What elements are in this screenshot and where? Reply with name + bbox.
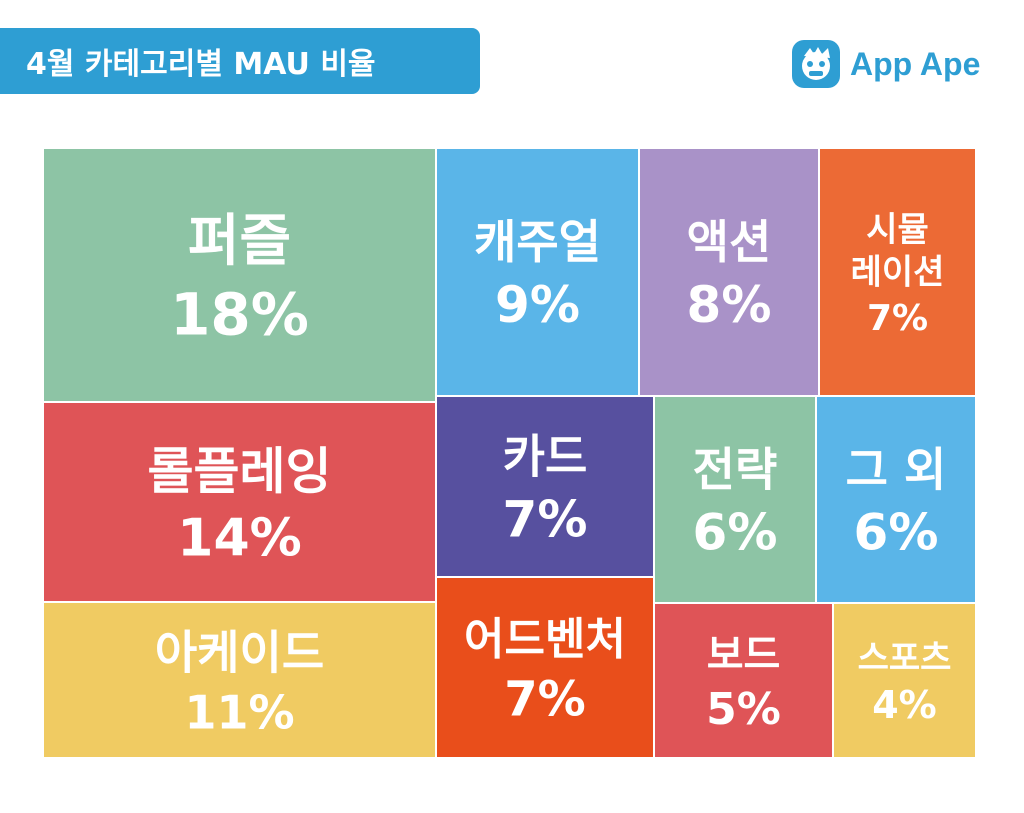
treemap-rect [435, 576, 655, 759]
category-value: 6% [693, 504, 778, 562]
category-label: 그 외 [846, 443, 947, 497]
treemap-cell-4: 캐주얼 9% [435, 147, 640, 397]
treemap-rect [638, 147, 820, 397]
treemap-cell-10: 어드벤처 7% [435, 576, 655, 759]
category-value: 9% [495, 276, 580, 334]
treemap-rect [42, 601, 437, 759]
treemap-rect [435, 395, 655, 578]
category-value: 5% [706, 684, 781, 735]
category-label: 캐주얼 [474, 215, 601, 269]
treemap-rect [435, 147, 640, 397]
treemap-cell-9: 그 외 6% [815, 395, 977, 604]
category-label: 아케이드 [155, 626, 324, 680]
treemap-cell-1: 퍼즐 18% [42, 147, 437, 403]
category-value: 7% [503, 491, 588, 549]
treemap-rect [653, 602, 834, 759]
treemap-cell-11: 보드 5% [653, 602, 834, 759]
treemap-cell-5: 액션 8% [638, 147, 820, 397]
treemap-cell-7: 카드 7% [435, 395, 655, 578]
category-label: 카드 [503, 430, 588, 484]
category-label: 액션 [687, 215, 772, 269]
category-label: 전략 [693, 443, 778, 497]
treemap-rect [815, 395, 977, 604]
category-value: 11% [184, 685, 294, 739]
treemap-cell-6: 시뮬 레이션 7% [818, 147, 977, 397]
category-label: 롤플레잉 [148, 442, 332, 500]
brand-logo: App Ape [792, 34, 980, 94]
category-label: 보드 [707, 632, 781, 678]
category-label: 퍼즐 [188, 209, 291, 274]
category-value: 7% [504, 671, 586, 727]
category-label: 시뮬 레이션 [851, 210, 945, 293]
treemap-rect [832, 602, 977, 759]
category-value: 14% [177, 508, 301, 568]
treemap-rect [42, 147, 437, 403]
chart-title-badge: 4월 카테고리별 MAU 비율 [0, 28, 480, 94]
brand-name: App Ape [850, 45, 981, 82]
category-value: 18% [170, 281, 309, 349]
treemap-cell-8: 전략 6% [653, 395, 817, 604]
chart-title: 4월 카테고리별 MAU 비율 [26, 47, 376, 82]
category-value: 6% [854, 504, 939, 562]
category-label: 어드벤처 [464, 614, 626, 665]
monkey-logo-icon [792, 40, 840, 88]
treemap-rect [42, 401, 437, 603]
treemap-rect [653, 395, 817, 604]
category-label: 스포츠 [858, 639, 952, 679]
category-value: 7% [867, 298, 928, 339]
treemap-cell-2: 롤플레잉 14% [42, 401, 437, 603]
category-value: 8% [687, 276, 772, 334]
category-value: 4% [872, 683, 937, 727]
treemap-rect [818, 147, 977, 397]
